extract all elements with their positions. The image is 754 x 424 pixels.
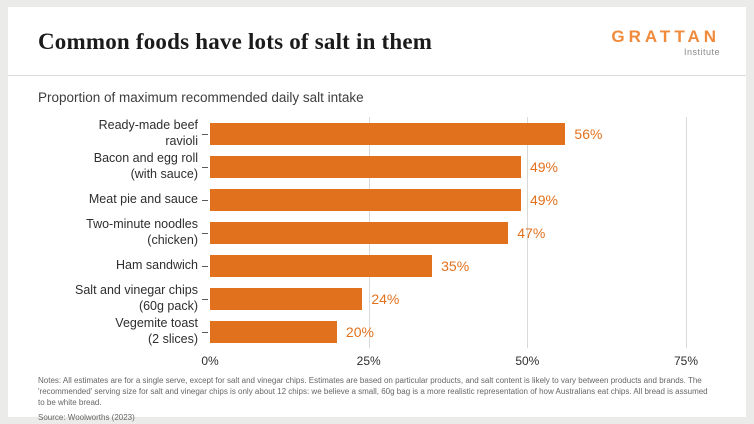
gridline (686, 117, 687, 348)
page-title: Common foods have lots of salt in them (38, 29, 433, 54)
category-label: Ready-made beef ravioli (98, 117, 198, 148)
x-tick-label: 75% (673, 354, 699, 368)
chart-card: Common foods have lots of salt in them G… (8, 7, 746, 422)
bar-area: 20% (202, 320, 686, 343)
x-tick-label: 25% (356, 354, 381, 368)
value-label: 47% (517, 224, 546, 241)
x-tick-label: 0% (201, 354, 219, 368)
bar (210, 188, 521, 211)
header-divider (8, 75, 746, 76)
x-tick-label: 50% (515, 354, 540, 368)
chart-row: Salt and vinegar chips (60g pack) 24% (38, 282, 686, 315)
category-label: Two-minute noodles (chicken) (86, 216, 198, 247)
bar (210, 287, 363, 310)
bar-area: 47% (202, 221, 686, 244)
bar (210, 320, 337, 343)
chart-row: Bacon and egg roll (with sauce) 49% (38, 150, 686, 183)
bar (210, 254, 433, 277)
bar-area: 35% (202, 254, 686, 277)
bar (210, 221, 509, 244)
notes-text: Notes: All estimates are for a single se… (38, 376, 708, 407)
chart-row: Vegemite toast (2 slices) 20% (38, 315, 686, 348)
grattan-logo: GRATTAN Institute (611, 28, 720, 57)
source-text: Source: Woolworths (2023) (38, 413, 135, 423)
category-label: Bacon and egg roll (with sauce) (93, 150, 198, 181)
bar (210, 122, 566, 145)
bar-area: 24% (202, 287, 686, 310)
bar-area: 56% (202, 122, 686, 145)
chart-row: Ready-made beef ravioli 56% (38, 117, 686, 150)
value-label: 49% (529, 191, 559, 208)
bar-area: 49% (202, 188, 686, 211)
category-label: Ham sandwich (116, 257, 198, 272)
bar-chart: Ready-made beef ravioli 56% Bacon and egg … (38, 117, 698, 370)
footer: Notes: All estimates are for a single se… (8, 370, 746, 422)
value-label: 49% (529, 158, 559, 175)
bar (210, 155, 521, 178)
chart-row: Two-minute noodles (chicken) 47% (38, 216, 686, 249)
chart-row: Meat pie and sauce 49% (38, 183, 686, 216)
value-label: 24% (371, 290, 400, 307)
logo-subtext: Institute (683, 46, 720, 57)
x-axis-ticks: 0% 25% 50% 75% (201, 348, 698, 370)
value-label: 20% (345, 323, 374, 340)
chart-rows: Ready-made beef ravioli 56% Bacon and egg … (38, 117, 686, 348)
chart-subtitle: Proportion of maximum recommended daily … (38, 90, 364, 105)
bar-area: 49% (202, 155, 686, 178)
category-label: Salt and vinegar chips (60g pack) (75, 282, 198, 313)
value-label: 35% (441, 257, 470, 274)
logo-wordmark: GRATTAN (611, 26, 720, 46)
header: Common foods have lots of salt in them G… (8, 7, 746, 75)
value-label: 56% (574, 125, 603, 142)
category-label: Vegemite toast (2 slices) (115, 315, 198, 346)
category-label: Meat pie and sauce (88, 191, 198, 206)
chart-row: Ham sandwich 35% (38, 249, 686, 282)
